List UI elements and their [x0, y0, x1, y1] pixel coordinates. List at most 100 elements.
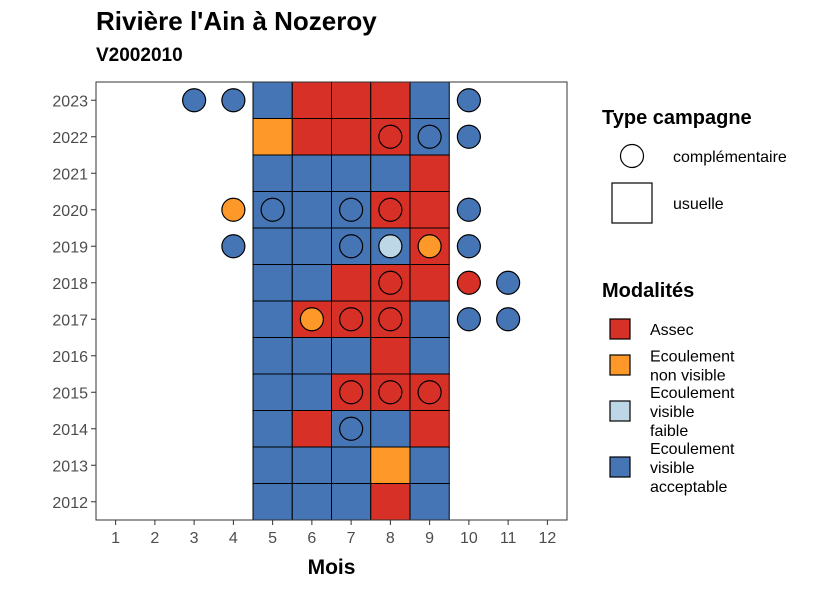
cell-2016-9 [409, 337, 450, 375]
cell-2014-6 [291, 410, 332, 448]
cell-2012-7 [331, 483, 372, 521]
cell-2013-8 [370, 446, 411, 484]
cell-2018-5 [252, 264, 293, 302]
legend-campagne-title: Type campagne [602, 107, 752, 129]
y-tick-label: 2022 [52, 130, 88, 147]
cell-2021-9 [409, 154, 450, 192]
cell-2021-7 [331, 154, 372, 192]
point-2017-7 [339, 307, 364, 332]
cell-2019-5 [252, 227, 293, 265]
x-axis-title: Mois [308, 556, 356, 579]
legend-modalite-label: visible [650, 460, 695, 477]
legend-modalite-label: non visible [650, 368, 726, 385]
x-tick-label: 10 [460, 530, 478, 547]
point-2020-5 [260, 197, 285, 222]
point-2020-7 [339, 197, 364, 222]
legend-circle-key [619, 143, 645, 169]
cell-2014-5 [252, 410, 293, 448]
plot-border [95, 81, 568, 521]
cell-2013-9 [409, 446, 450, 484]
chart-subtitle: V2002010 [96, 45, 183, 66]
cell-2014-8 [370, 410, 411, 448]
point-2019-9 [417, 234, 442, 259]
cell-2023-6 [291, 81, 332, 119]
legend-modalite-key [609, 400, 631, 422]
cell-2016-7 [331, 337, 372, 375]
point-2020-10 [456, 197, 481, 222]
x-tick-label: 8 [386, 530, 395, 547]
cell-2013-7 [331, 446, 372, 484]
point-2019-8 [378, 234, 403, 259]
x-tick-label: 1 [111, 530, 120, 547]
point-2023-3 [182, 88, 207, 113]
x-tick-label: 7 [347, 530, 356, 547]
cell-2012-8 [370, 483, 411, 521]
legend-modalite-key [609, 318, 631, 340]
x-tick-label: 4 [229, 530, 238, 547]
legend-modalites-title: Modalités [602, 280, 694, 302]
legend-square-key [611, 182, 653, 224]
point-2019-4 [221, 234, 246, 259]
point-2017-6 [299, 307, 324, 332]
y-tick-label: 2020 [52, 203, 88, 220]
point-2020-8 [378, 197, 403, 222]
point-2019-10 [456, 234, 481, 259]
cell-2023-9 [409, 81, 450, 119]
x-tick-label: 2 [150, 530, 159, 547]
cell-2021-8 [370, 154, 411, 192]
y-tick-label: 2013 [52, 458, 88, 475]
cell-2012-6 [291, 483, 332, 521]
y-tick-label: 2019 [52, 239, 88, 256]
point-2022-9 [417, 124, 442, 149]
legend-campagne-label: complémentaire [673, 149, 787, 166]
cell-2017-5 [252, 300, 293, 338]
y-tick-label: 2012 [52, 495, 88, 512]
point-2018-8 [378, 270, 403, 295]
point-2015-7 [339, 380, 364, 405]
point-2020-4 [221, 197, 246, 222]
cell-2021-5 [252, 154, 293, 192]
x-tick-label: 3 [190, 530, 199, 547]
cell-2022-9 [409, 118, 450, 156]
cell-2016-8 [370, 337, 411, 375]
cell-2014-9 [409, 410, 450, 448]
cell-2022-6 [291, 118, 332, 156]
point-2015-8 [378, 380, 403, 405]
x-tick-label: 9 [425, 530, 434, 547]
cell-2012-5 [252, 483, 293, 521]
legend-modalite-label: visible [650, 404, 695, 421]
legend-modalite-label: Ecoulement [650, 385, 735, 402]
cell-2023-8 [370, 81, 411, 119]
cell-2015-5 [252, 373, 293, 411]
cell-2018-7 [331, 264, 372, 302]
cell-2021-6 [291, 154, 332, 192]
point-2023-10 [456, 88, 481, 113]
cell-2015-8 [370, 373, 411, 411]
legend-modalite-label: faible [650, 423, 688, 440]
x-tick-label: 6 [307, 530, 316, 547]
cell-2016-6 [291, 337, 332, 375]
point-2017-10 [456, 307, 481, 332]
point-2022-10 [456, 124, 481, 149]
cell-2020-9 [409, 191, 450, 229]
point-2017-11 [496, 307, 521, 332]
point-2015-9 [417, 380, 442, 405]
y-tick-label: 2015 [52, 385, 88, 402]
cell-2016-5 [252, 337, 293, 375]
y-tick-label: 2021 [52, 166, 88, 183]
point-2019-7 [339, 234, 364, 259]
point-2018-11 [496, 270, 521, 295]
cell-2012-9 [409, 483, 450, 521]
y-tick-label: 2014 [52, 422, 88, 439]
legend-modalite-key [609, 456, 631, 478]
legend-modalite-key [609, 354, 631, 376]
cell-2023-7 [331, 81, 372, 119]
cell-2023-5 [252, 81, 293, 119]
cell-2022-5 [252, 118, 293, 156]
x-tick-label: 11 [500, 530, 517, 547]
cell-2018-9 [409, 264, 450, 302]
point-2022-8 [378, 124, 403, 149]
cell-2019-6 [291, 227, 332, 265]
cell-2015-6 [291, 373, 332, 411]
